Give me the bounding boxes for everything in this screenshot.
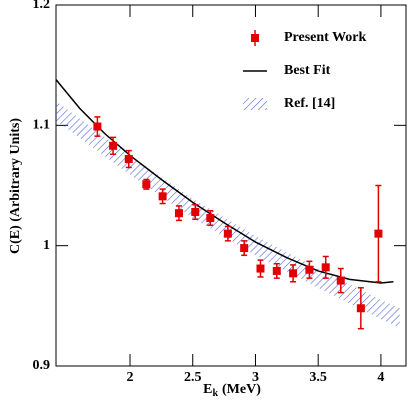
data-point xyxy=(272,266,281,275)
legend-swatch xyxy=(243,98,267,110)
y-tick-label: 1.2 xyxy=(33,0,51,12)
data-point xyxy=(206,213,215,222)
data-point xyxy=(142,180,151,189)
data-point xyxy=(321,263,330,272)
y-axis-label: C(E) (Arbitrary Units) xyxy=(8,118,23,254)
y-tick-label: 1 xyxy=(43,238,50,253)
data-point xyxy=(93,122,102,131)
legend-swatch xyxy=(251,34,259,42)
x-tick-label: 3 xyxy=(252,370,259,385)
x-tick-label: 2.5 xyxy=(184,370,202,385)
x-tick-label: 2 xyxy=(127,370,134,385)
data-point xyxy=(336,276,345,285)
x-tick-label: 3.5 xyxy=(309,370,327,385)
data-point xyxy=(305,265,314,274)
x-label-main: E xyxy=(203,382,212,397)
y-tick-label: 0.9 xyxy=(33,358,51,373)
data-point xyxy=(256,264,265,273)
data-point xyxy=(356,304,365,313)
data-point xyxy=(109,141,118,150)
legend-label: Ref. [14] xyxy=(284,96,335,111)
data-point xyxy=(223,229,232,238)
data-point xyxy=(124,155,133,164)
x-label-unit: (MeV) xyxy=(222,382,261,397)
data-point xyxy=(374,229,383,238)
legend-label: Present Work xyxy=(284,30,367,45)
data-point xyxy=(191,207,200,216)
fit-line xyxy=(55,79,394,284)
data-point xyxy=(289,269,298,278)
x-tick-label: 4 xyxy=(377,370,384,385)
legend-label: Best Fit xyxy=(284,63,331,78)
data-point xyxy=(240,244,249,253)
data-point xyxy=(174,209,183,218)
x-axis-label: Ek (MeV) xyxy=(203,382,261,399)
x-label-sub: k xyxy=(212,388,218,399)
plot-frame xyxy=(55,4,407,367)
y-tick-label: 1.1 xyxy=(33,118,51,133)
data-point xyxy=(158,192,167,201)
band xyxy=(56,101,400,328)
